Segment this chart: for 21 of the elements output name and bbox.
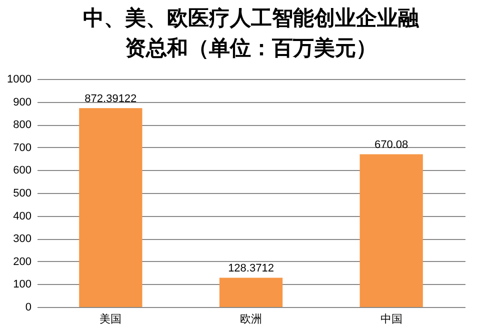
y-tick-label: 400 [13, 210, 32, 222]
bar [79, 108, 142, 307]
chart-title: 中、美、欧医疗人工智能创业企业融资总和（单位：百万美元） [83, 6, 420, 60]
bar [360, 154, 423, 307]
y-tick-label: 100 [13, 278, 32, 291]
x-tick-label: 欧洲 [240, 312, 262, 326]
y-tick-label: 200 [13, 256, 32, 268]
data-label: 670.08 [374, 139, 408, 152]
y-tick-label: 700 [13, 142, 32, 154]
y-tick-label: 0 [25, 302, 32, 314]
y-tick-label: 300 [13, 233, 32, 246]
x-tick-label: 中国 [380, 312, 402, 326]
y-tick-label: 500 [13, 188, 32, 200]
y-tick-label: 600 [13, 164, 32, 177]
y-tick-label: 800 [13, 119, 32, 132]
data-label: 128.3712 [228, 262, 274, 275]
y-tick-label: 900 [13, 96, 32, 108]
bar [219, 278, 283, 307]
y-tick-label: 1000 [7, 74, 32, 86]
x-tick-label: 美国 [100, 312, 122, 326]
data-label: 872.39122 [84, 93, 137, 106]
